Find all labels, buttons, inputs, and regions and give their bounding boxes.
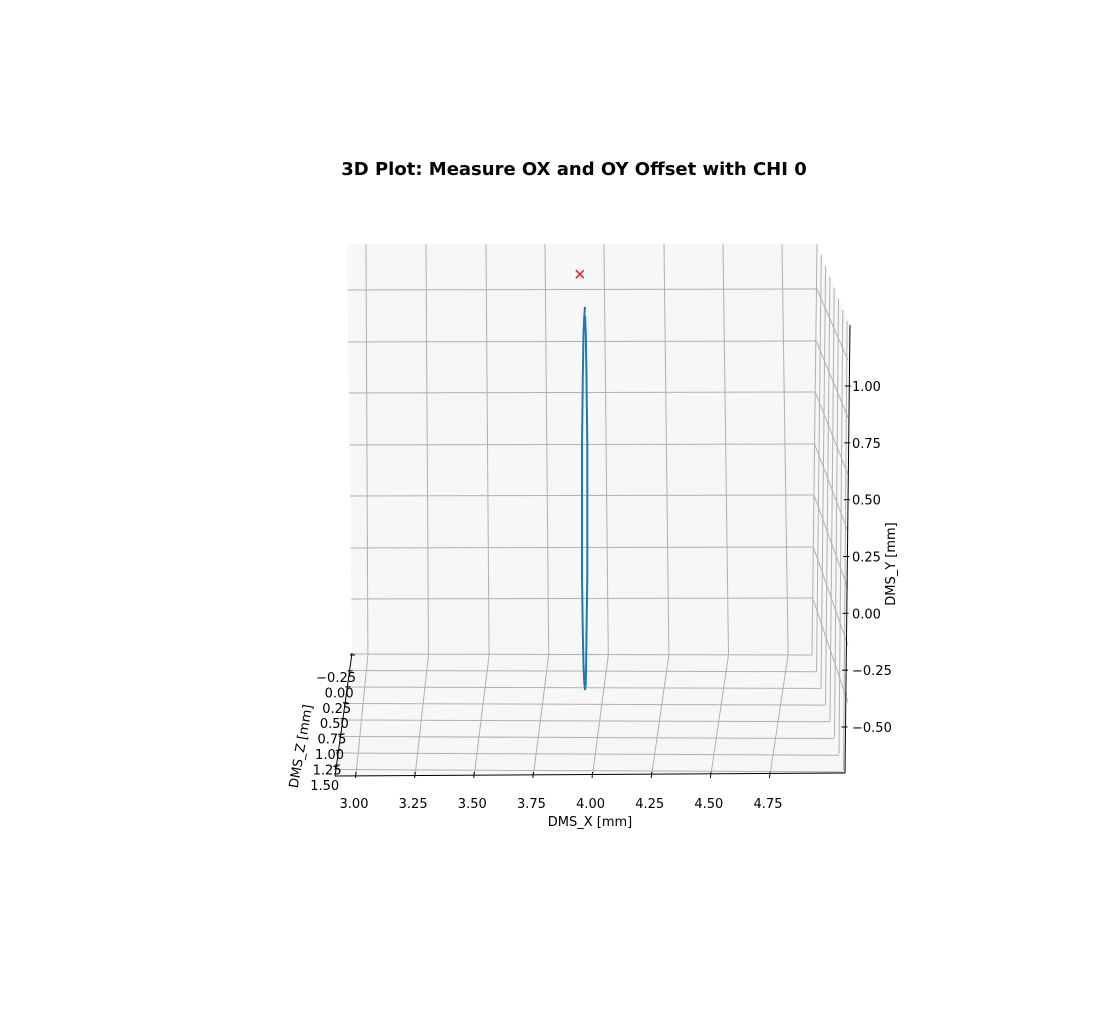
x-tick-mark [414, 771, 416, 779]
grid-line-y-right [815, 339, 849, 418]
x-axis-label: DMS_X [mm] [548, 815, 633, 830]
grid-line-z-floor [338, 736, 835, 739]
grid-line-x-back [425, 243, 429, 656]
x-tick-mark [591, 771, 594, 779]
data-series [575, 269, 589, 691]
z-tick-label: 0.00 [325, 686, 354, 701]
x-tick-label: 3.75 [517, 797, 546, 812]
grid-line-y-right [813, 494, 849, 589]
grid-line-x-back [781, 243, 789, 656]
grid-line-x-floor [414, 654, 429, 776]
z-tick-label: 1.25 [313, 763, 342, 778]
y-tick-labels: −0.50 −0.25 0.00 0.25 0.50 0.75 1.00 [841, 380, 892, 736]
grid-line-z-right [816, 254, 822, 672]
y-axis-line [844, 324, 851, 774]
x-tick-mark [473, 771, 475, 779]
chart-title: 3D Plot: Measure OX and OY Offset with C… [341, 159, 806, 180]
grid-line-z-floor [340, 719, 831, 723]
x-tick-mark [532, 771, 534, 779]
z-tick-label: 0.50 [320, 717, 349, 732]
z-tick-label: 1.00 [315, 748, 344, 763]
grid-line-z-floor [336, 752, 840, 756]
grid-line-z-right [811, 243, 818, 656]
x-tick-label: 4.50 [694, 797, 723, 812]
grid-line-x-back [722, 243, 729, 656]
grid-line-y-right [814, 391, 849, 475]
grid-line-x-back [485, 243, 490, 656]
data-marker-x [575, 269, 585, 279]
grid-line-x-back [365, 243, 369, 656]
grid-line-z-floor [345, 686, 822, 689]
grid-line-z-floor [333, 769, 844, 773]
z-tick-label: 0.25 [322, 702, 351, 717]
grid-line-z-right [834, 298, 839, 738]
grid-line-x-floor [651, 654, 670, 776]
grid-line-y-right [812, 546, 849, 646]
grid-line-z-right [820, 265, 827, 689]
y-tick-label: 0.25 [852, 551, 881, 566]
y-tick-label: 0.75 [852, 437, 881, 452]
x-axis-line [334, 772, 846, 777]
grid-line-x-floor [532, 654, 550, 776]
y-tick-label: 0.00 [852, 607, 881, 622]
y-tick-label: −0.50 [852, 721, 892, 736]
grid-line-y-right [814, 443, 849, 532]
x-tick-label: 4.25 [635, 797, 664, 812]
y-tick-label: −0.25 [852, 664, 892, 679]
y-tick-label: 1.00 [852, 380, 881, 395]
grid-line-y-back [348, 340, 816, 343]
grid-line-z-floor [347, 670, 817, 673]
grid-line-x-floor [473, 654, 490, 776]
x-tick-label: 4.00 [576, 797, 605, 812]
grid-line-x-back [603, 243, 609, 656]
z-tick-labels: −0.250.000.250.500.751.001.251.50 [310, 654, 356, 794]
grid-line-z-right [838, 309, 844, 755]
axes [334, 324, 851, 777]
x-tick-mark [650, 771, 653, 779]
x-tick-label: 3.25 [399, 797, 428, 812]
grid-line-x-back [544, 243, 550, 656]
grid-line-z-right [825, 276, 831, 705]
data-line [581, 306, 589, 691]
grid-line-z-right [829, 287, 835, 722]
grid-line-z-right [843, 320, 848, 771]
grid-line-x-back [663, 243, 670, 656]
y-tick-label: 0.50 [852, 494, 881, 509]
y-axis-label: DMS_Y [mm] [884, 522, 899, 606]
x-tick-label: 3.50 [458, 797, 487, 812]
z-tick-label: 1.50 [310, 779, 339, 794]
grid-line-x-floor [592, 654, 609, 776]
x-tick-label: 4.75 [754, 797, 783, 812]
grid-line-y-back [347, 288, 817, 291]
z-tick-label: −0.25 [316, 671, 356, 686]
grid-line-z-floor [349, 653, 813, 656]
x-tick-labels: 3.00 3.25 3.50 3.75 4.00 4.25 4.50 4.75 [340, 771, 783, 812]
z-tick-label: 0.75 [317, 733, 346, 748]
x-tick-mark [709, 771, 712, 779]
x-tick-label: 3.00 [340, 797, 369, 812]
x-tick-mark [769, 771, 771, 779]
floor-pane [335, 655, 845, 776]
z-axis-line [334, 652, 353, 777]
x-tick-mark [355, 771, 357, 779]
grid-line-z-floor [343, 703, 826, 706]
grid-line-x-floor [355, 654, 369, 776]
